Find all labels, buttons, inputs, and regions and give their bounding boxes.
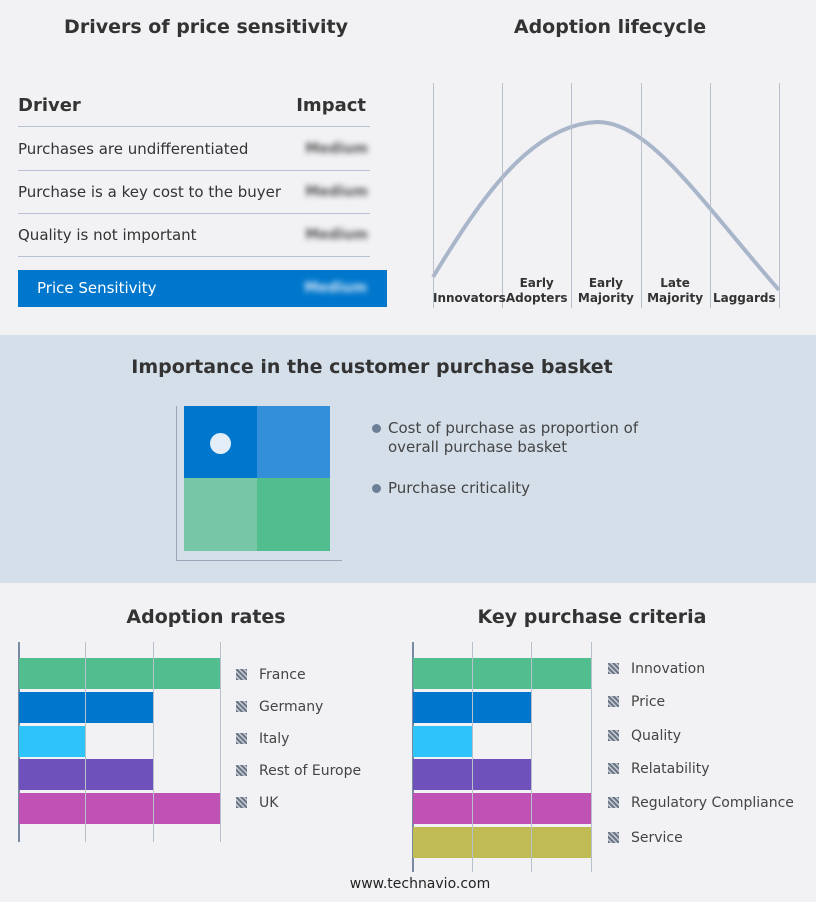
legend-swatch-icon bbox=[236, 733, 247, 744]
basket-legend: Cost of purchase as proportion of overal… bbox=[372, 419, 642, 498]
y-axis bbox=[412, 642, 414, 872]
stage-label: Early Adopters bbox=[505, 276, 568, 305]
impact-value: Medium bbox=[305, 184, 368, 200]
legend-item: Service bbox=[608, 830, 683, 846]
legend-item: Relatability bbox=[608, 761, 710, 777]
stage-label: Early Majority bbox=[577, 276, 634, 305]
basket-legend-item: Cost of purchase as proportion of overal… bbox=[372, 419, 642, 457]
legend-item: Innovation bbox=[608, 661, 705, 677]
legend-swatch-icon bbox=[608, 696, 619, 707]
adoption-rates-title: Adoption rates bbox=[126, 606, 286, 628]
legend-swatch-icon bbox=[236, 669, 247, 680]
legend-label: France bbox=[259, 667, 306, 683]
driver-row: Quality is not important Medium bbox=[18, 214, 370, 257]
stage-divider bbox=[779, 83, 780, 308]
impact-value: Medium bbox=[305, 227, 368, 243]
footer-url: www.technavio.com bbox=[349, 876, 491, 892]
stage-divider bbox=[502, 83, 503, 308]
summary-impact: Medium bbox=[304, 280, 367, 296]
lifecycle-curve bbox=[431, 119, 781, 292]
legend-label: Regulatory Compliance bbox=[631, 795, 794, 811]
matrix-quadrant-bl bbox=[184, 478, 257, 551]
position-marker bbox=[210, 433, 231, 454]
matrix-quadrant-br bbox=[257, 478, 330, 551]
legend-swatch-icon bbox=[608, 730, 619, 741]
legend-swatch-icon bbox=[236, 701, 247, 712]
bar-relatability bbox=[413, 759, 533, 791]
gridline bbox=[531, 642, 533, 872]
bar-price bbox=[413, 691, 533, 723]
legend-label: Italy bbox=[259, 731, 290, 747]
bar-innovation bbox=[413, 658, 592, 689]
bar-quality bbox=[413, 725, 473, 757]
bar-uk bbox=[19, 793, 221, 825]
stage-divider bbox=[641, 83, 642, 308]
legend-label: Price bbox=[631, 694, 666, 710]
legend-item: Italy bbox=[236, 731, 289, 747]
basket-title: Importance in the customer purchase bask… bbox=[131, 356, 613, 378]
legend-item: Price bbox=[608, 694, 665, 710]
stage-label: Late Majority bbox=[647, 276, 704, 305]
price-sensitivity-summary: Price Sensitivity Medium bbox=[18, 270, 387, 307]
legend-swatch-icon bbox=[608, 832, 619, 843]
legend-label: Service bbox=[631, 830, 683, 846]
stage-divider bbox=[571, 83, 572, 308]
legend-label: Innovation bbox=[631, 661, 706, 677]
legend-label: Relatability bbox=[631, 761, 710, 777]
bar-italy bbox=[19, 725, 87, 757]
bar-rest-of-europe bbox=[19, 759, 154, 791]
basket-legend-item: Purchase criticality bbox=[372, 479, 642, 498]
legend-swatch-icon bbox=[608, 663, 619, 674]
matrix-quadrant-tr bbox=[257, 406, 330, 478]
legend-swatch-icon bbox=[236, 765, 247, 776]
stage-label: Laggards bbox=[712, 291, 776, 305]
driver-label: Quality is not important bbox=[18, 226, 197, 244]
legend-swatch-icon bbox=[608, 763, 619, 774]
gridline bbox=[591, 642, 592, 872]
legend-label: UK bbox=[259, 795, 279, 811]
driver-col-header: Driver bbox=[18, 95, 81, 116]
legend-item: UK bbox=[236, 795, 278, 811]
legend-item: Rest of Europe bbox=[236, 763, 361, 779]
gridline bbox=[220, 642, 221, 842]
impact-col-header: Impact bbox=[296, 95, 366, 116]
bar-service bbox=[413, 827, 592, 858]
gridline bbox=[85, 642, 87, 842]
gridline bbox=[152, 642, 154, 842]
legend-item: France bbox=[236, 667, 306, 683]
bar-germany bbox=[19, 691, 154, 723]
legend-swatch-icon bbox=[236, 797, 247, 808]
bar-france bbox=[19, 658, 221, 689]
legend-item: Germany bbox=[236, 699, 323, 715]
stage-label: Innovators bbox=[433, 291, 506, 305]
legend-label: Germany bbox=[259, 699, 324, 715]
summary-label: Price Sensitivity bbox=[37, 279, 157, 297]
stage-divider bbox=[710, 83, 711, 308]
legend-label: Rest of Europe bbox=[259, 763, 362, 779]
gridline bbox=[471, 642, 473, 872]
legend-swatch-icon bbox=[608, 797, 619, 808]
impact-value: Medium bbox=[305, 141, 368, 157]
legend-item: Regulatory Compliance bbox=[608, 795, 794, 811]
legend-label: Quality bbox=[631, 728, 682, 744]
driver-label: Purchases are undifferentiated bbox=[18, 140, 249, 158]
driver-row: Purchases are undifferentiated Medium bbox=[18, 128, 370, 171]
kpc-title: Key purchase criteria bbox=[477, 606, 707, 628]
driver-label: Purchase is a key cost to the buyer bbox=[18, 183, 282, 201]
bar-regulatory-compliance bbox=[413, 793, 592, 825]
drivers-header: Driver Impact bbox=[18, 84, 370, 127]
lifecycle-title: Adoption lifecycle bbox=[513, 16, 707, 38]
drivers-title: Drivers of price sensitivity bbox=[64, 16, 348, 38]
driver-row: Purchase is a key cost to the buyer Mediu… bbox=[18, 171, 370, 214]
stage-divider bbox=[433, 83, 434, 308]
legend-item: Quality bbox=[608, 728, 681, 744]
basket-band bbox=[0, 335, 816, 583]
